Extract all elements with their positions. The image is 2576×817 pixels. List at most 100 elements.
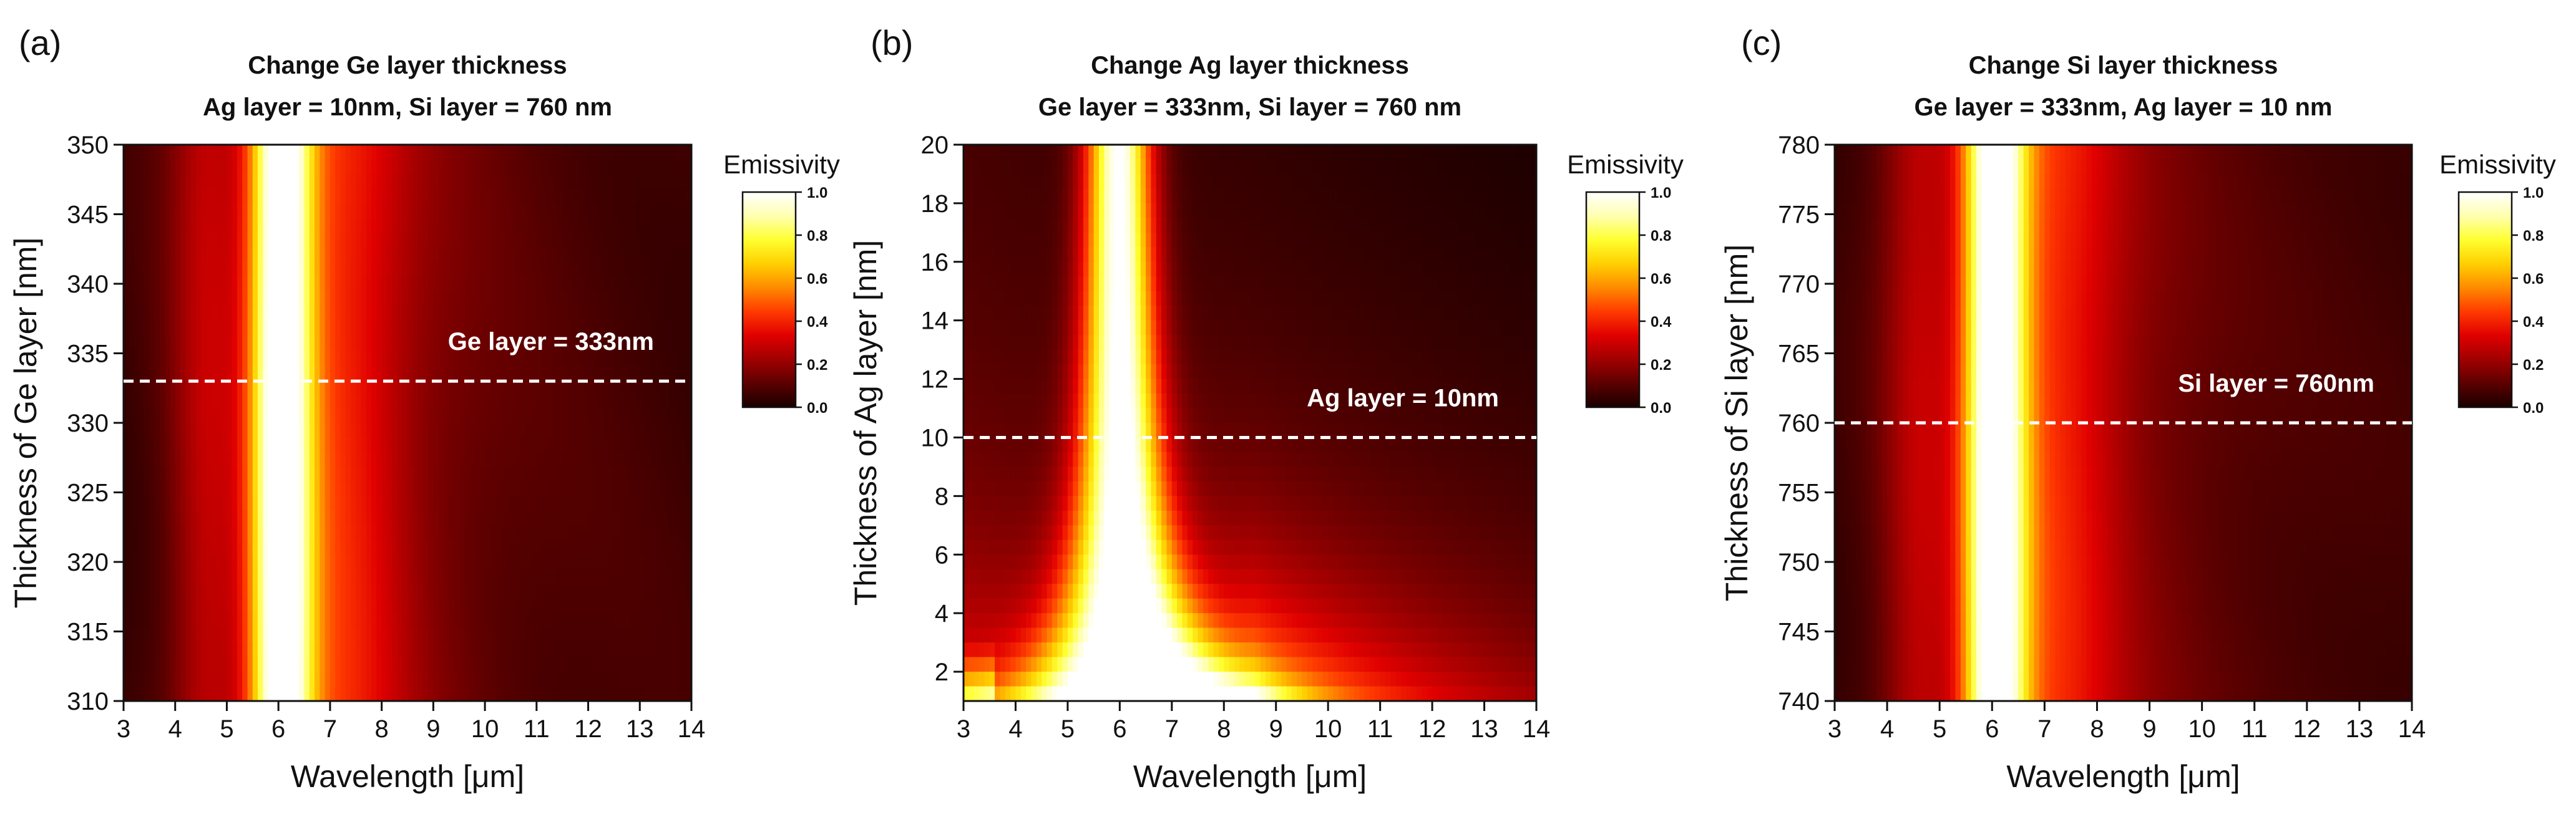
heatmap-cell xyxy=(542,306,548,321)
heatmap-cell xyxy=(1422,145,1428,160)
heatmap-cell xyxy=(593,452,599,468)
heatmap-cell xyxy=(449,291,455,307)
heatmap-cell xyxy=(397,437,403,453)
heatmap-cell xyxy=(201,539,207,556)
colorbar-tick-label: 0.2 xyxy=(807,357,827,374)
heatmap-cell xyxy=(154,218,160,233)
heatmap-cell xyxy=(583,672,589,687)
heatmap-cell xyxy=(258,627,264,643)
heatmap-cell xyxy=(232,584,238,599)
heatmap-cell xyxy=(222,320,228,336)
heatmap-cell xyxy=(583,276,589,292)
heatmap-cell xyxy=(144,496,150,511)
heatmap-cell xyxy=(479,642,485,658)
heatmap-cell xyxy=(381,496,388,511)
heatmap-cell xyxy=(304,467,310,482)
heatmap-cell xyxy=(335,539,341,556)
heatmap-cell xyxy=(1234,232,1241,248)
heatmap-cell xyxy=(665,306,671,321)
heatmap-cell xyxy=(315,437,321,453)
heatmap-cell xyxy=(479,686,485,702)
heatmap-cell xyxy=(134,173,140,190)
heatmap-cell xyxy=(1489,218,1496,233)
heatmap-cell xyxy=(1369,145,1376,160)
heatmap-cell xyxy=(443,218,449,233)
heatmap-cell xyxy=(619,613,625,629)
heatmap-cell xyxy=(294,423,300,438)
heatmap-cell xyxy=(598,379,605,394)
heatmap-cell xyxy=(995,159,1001,175)
heatmap-cell xyxy=(315,379,321,394)
heatmap-cell xyxy=(381,159,388,175)
heatmap-cell xyxy=(165,349,171,365)
heatmap-cell xyxy=(371,642,378,658)
heatmap-cell xyxy=(495,467,501,482)
heatmap-cell xyxy=(454,510,460,526)
heatmap-cell xyxy=(1156,218,1162,233)
heatmap-cell xyxy=(180,145,187,160)
heatmap-cell xyxy=(510,686,517,702)
heatmap-cell xyxy=(681,496,687,511)
heatmap-cell xyxy=(1359,232,1365,248)
heatmap-cell xyxy=(175,642,181,658)
heatmap-cell xyxy=(417,203,424,219)
heatmap-cell xyxy=(655,642,661,658)
heatmap-cell xyxy=(536,145,542,160)
heatmap-cell xyxy=(345,247,351,263)
heatmap-cell xyxy=(320,394,326,409)
heatmap-cell xyxy=(1276,173,1282,190)
heatmap-cell xyxy=(454,145,460,160)
heatmap-cell xyxy=(1302,145,1308,160)
heatmap-cell xyxy=(443,232,449,248)
heatmap-cell xyxy=(263,525,269,541)
heatmap-cell xyxy=(686,642,692,658)
heatmap-cell xyxy=(273,291,279,307)
heatmap-cell xyxy=(608,525,615,541)
heatmap-cell xyxy=(1130,218,1136,233)
heatmap-cell xyxy=(531,423,537,438)
heatmap-cell xyxy=(381,276,388,292)
heatmap-cell xyxy=(989,232,995,248)
heatmap-cell xyxy=(268,320,274,336)
heatmap-cell xyxy=(464,554,471,570)
heatmap-cell xyxy=(283,539,290,556)
heatmap-cell xyxy=(159,276,165,292)
heatmap-cell xyxy=(681,232,687,248)
heatmap-cell xyxy=(479,510,485,526)
heatmap-cell xyxy=(139,510,145,526)
heatmap-cell xyxy=(232,261,238,278)
heatmap-cell xyxy=(1515,159,1521,175)
heatmap-cell xyxy=(593,672,599,687)
heatmap-cell xyxy=(686,232,692,248)
heatmap-cell xyxy=(536,188,542,204)
heatmap-cell xyxy=(515,686,522,702)
heatmap-cell xyxy=(412,232,419,248)
heatmap-cell xyxy=(438,627,444,643)
heatmap-cell xyxy=(129,320,135,336)
heatmap-cell xyxy=(216,335,222,350)
heatmap-cell xyxy=(1109,173,1115,190)
heatmap-cell xyxy=(469,642,476,658)
heatmap-cell xyxy=(1161,188,1168,204)
heatmap-cell xyxy=(629,437,635,453)
heatmap-cell xyxy=(1427,173,1433,190)
heatmap-cell xyxy=(485,686,491,702)
heatmap-cell xyxy=(232,306,238,321)
heatmap-cell xyxy=(268,159,274,175)
heatmap-cell xyxy=(665,642,671,658)
heatmap-cell xyxy=(547,247,553,263)
heatmap-cell xyxy=(629,554,635,570)
heatmap-cell xyxy=(428,188,434,204)
heatmap-cell xyxy=(206,306,212,321)
heatmap-cell xyxy=(412,247,419,263)
heatmap-cell xyxy=(542,349,548,365)
heatmap-cell xyxy=(1073,218,1079,233)
heatmap-cell xyxy=(304,554,310,570)
heatmap-cell xyxy=(572,159,578,175)
heatmap-cell xyxy=(1297,203,1303,219)
heatmap-cell xyxy=(1364,232,1370,248)
heatmap-cell xyxy=(304,481,310,497)
heatmap-cell xyxy=(1531,203,1537,219)
heatmap-cell xyxy=(588,276,594,292)
heatmap-cell xyxy=(237,510,243,526)
